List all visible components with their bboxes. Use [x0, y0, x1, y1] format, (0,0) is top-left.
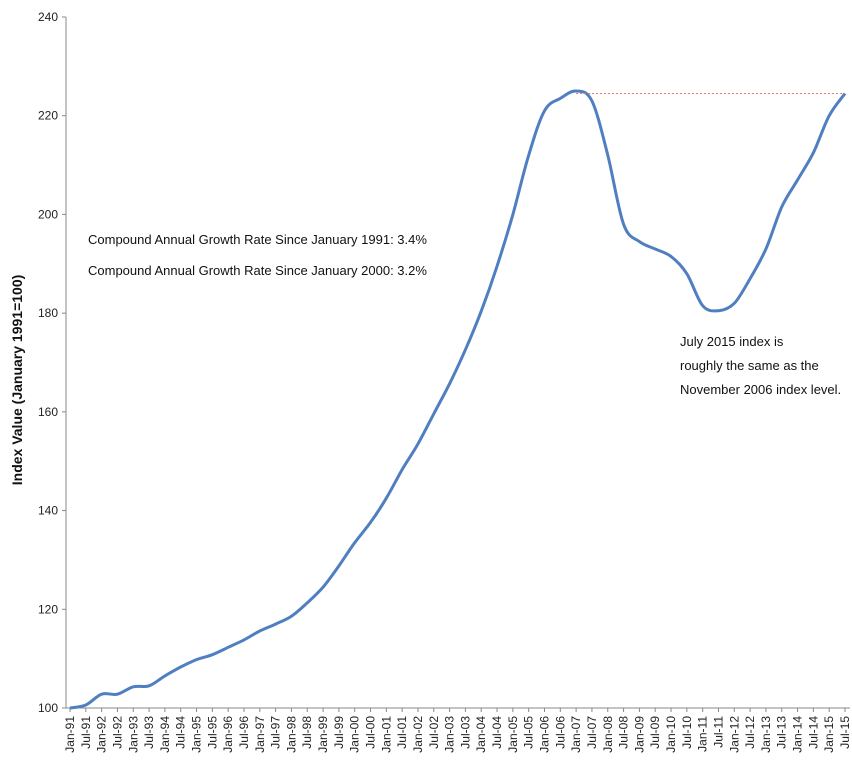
- y-tick-label: 220: [38, 109, 58, 123]
- x-tick-label: Jan-04: [474, 716, 488, 753]
- x-tick-label: Jan-98: [284, 716, 298, 753]
- x-tick-label: Jan-11: [696, 716, 710, 752]
- x-tick-label: Jul-05: [522, 716, 536, 749]
- x-tick-label: Jul-93: [142, 716, 156, 749]
- x-tick-label: Jan-14: [791, 716, 805, 753]
- x-tick-label: Jul-97: [269, 716, 283, 749]
- x-tick-label: Jan-97: [253, 716, 267, 753]
- y-tick-label: 120: [38, 602, 58, 616]
- x-tick-label: Jul-00: [364, 716, 378, 749]
- y-tick-label: 160: [38, 405, 58, 419]
- y-tick-label: 100: [38, 701, 58, 715]
- x-tick-label: Jan-07: [569, 716, 583, 753]
- y-tick-label: 240: [38, 10, 58, 24]
- x-tick-label: Jul-07: [585, 716, 599, 749]
- x-tick-label: Jul-04: [490, 716, 504, 749]
- x-tick-label: Jul-96: [237, 716, 251, 749]
- cagr-2000-annotation: Compound Annual Growth Rate Since Januar…: [88, 263, 427, 278]
- x-tick-label: Jan-06: [537, 716, 551, 753]
- x-tick-label: Jul-06: [553, 716, 567, 749]
- x-tick-label: Jan-92: [95, 716, 109, 753]
- x-tick-label: Jan-15: [822, 716, 836, 753]
- x-tick-label: Jul-09: [648, 716, 662, 749]
- x-tick-label: Jul-14: [806, 716, 820, 749]
- x-tick-label: Jan-00: [348, 716, 362, 753]
- y-tick-label: 200: [38, 207, 58, 221]
- x-tick-label: Jan-10: [664, 716, 678, 753]
- x-tick-label: Jan-12: [727, 716, 741, 753]
- x-tick-label: Jan-95: [190, 716, 204, 753]
- x-tick-label: Jul-03: [458, 716, 472, 749]
- x-tick-label: Jul-13: [775, 716, 789, 749]
- x-tick-label: Jul-08: [617, 716, 631, 749]
- x-tick-label: Jan-99: [316, 716, 330, 753]
- x-tick-label: Jul-92: [110, 716, 124, 749]
- x-tick-label: Jul-94: [174, 716, 188, 749]
- x-tick-label: Jan-03: [443, 716, 457, 753]
- note-line-2: roughly the same as the: [680, 358, 819, 373]
- x-ticks: Jan-91 Jul-91 Jan-92 Jul-92 Jan-93 Jul-93 Jan-…: [63, 708, 852, 753]
- x-tick-label: Jul-02: [427, 716, 441, 749]
- y-tick-label: 140: [38, 504, 58, 518]
- x-tick-label: Jan-09: [632, 716, 646, 753]
- cagr-1991-annotation: Compound Annual Growth Rate Since Januar…: [88, 232, 427, 247]
- x-tick-label: Jan-91: [63, 716, 77, 753]
- index-series-line: [69, 89, 847, 710]
- x-tick-label: Jan-08: [601, 716, 615, 753]
- y-ticks: 100 120 140 160 180 200 220 240: [38, 10, 66, 715]
- x-tick-label: Jul-12: [743, 716, 757, 749]
- x-tick-label: Jan-93: [126, 716, 140, 753]
- x-tick-label: Jul-98: [300, 716, 314, 749]
- x-tick-label: Jan-01: [379, 716, 393, 753]
- note-line-1: July 2015 index is: [680, 334, 784, 349]
- x-tick-label: Jul-99: [332, 716, 346, 749]
- x-tick-label: Jul-01: [395, 716, 409, 749]
- y-tick-label: 180: [38, 306, 58, 320]
- note-line-3: November 2006 index level.: [680, 382, 841, 397]
- x-tick-label: Jan-94: [158, 716, 172, 753]
- x-tick-label: Jan-96: [221, 716, 235, 753]
- x-tick-label: Jul-91: [79, 716, 93, 749]
- x-tick-label: Jul-15: [838, 716, 852, 749]
- y-axis-label: Index Value (January 1991=100): [9, 275, 25, 486]
- x-tick-label: Jul-10: [680, 716, 694, 749]
- x-tick-label: Jan-13: [759, 716, 773, 753]
- x-tick-label: Jan-05: [506, 716, 520, 753]
- x-tick-label: Jan-02: [411, 716, 425, 753]
- series-lines: [69, 89, 847, 710]
- x-tick-label: Jul-11: [711, 716, 725, 748]
- x-tick-label: Jul-95: [205, 716, 219, 749]
